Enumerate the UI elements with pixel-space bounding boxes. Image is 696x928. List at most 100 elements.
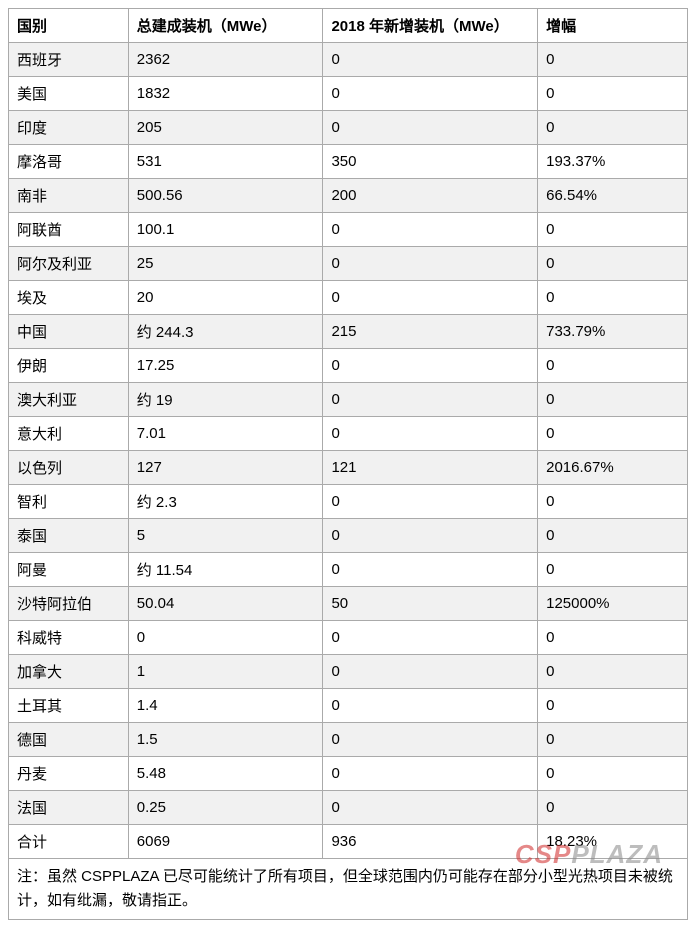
cell-added2018: 0 — [323, 383, 538, 417]
cell-country: 沙特阿拉伯 — [9, 587, 129, 621]
cell-country: 丹麦 — [9, 757, 129, 791]
cell-added2018: 121 — [323, 451, 538, 485]
table-row: 中国约 244.3215733.79% — [9, 315, 688, 349]
cell-country: 意大利 — [9, 417, 129, 451]
cell-total: 1832 — [128, 77, 323, 111]
cell-total: 2362 — [128, 43, 323, 77]
table-row: 沙特阿拉伯50.0450125000% — [9, 587, 688, 621]
cell-total: 17.25 — [128, 349, 323, 383]
cell-country: 中国 — [9, 315, 129, 349]
cell-growth: 0 — [538, 77, 688, 111]
cell-added2018: 215 — [323, 315, 538, 349]
cell-total: 1.5 — [128, 723, 323, 757]
cell-total: 约 244.3 — [128, 315, 323, 349]
table-row: 澳大利亚约 1900 — [9, 383, 688, 417]
cell-total: 1 — [128, 655, 323, 689]
table-row: 加拿大100 — [9, 655, 688, 689]
cell-country: 南非 — [9, 179, 129, 213]
cell-total: 500.56 — [128, 179, 323, 213]
cell-country: 美国 — [9, 77, 129, 111]
cell-growth: 125000% — [538, 587, 688, 621]
cell-growth: 193.37% — [538, 145, 688, 179]
cell-country: 智利 — [9, 485, 129, 519]
cell-total: 约 2.3 — [128, 485, 323, 519]
cell-growth: 66.54% — [538, 179, 688, 213]
cell-added2018: 50 — [323, 587, 538, 621]
table-row: 法国0.2500 — [9, 791, 688, 825]
cell-country: 阿尔及利亚 — [9, 247, 129, 281]
cell-added2018: 0 — [323, 281, 538, 315]
cell-added2018: 0 — [323, 417, 538, 451]
table-row: 土耳其1.400 — [9, 689, 688, 723]
table-row: 阿曼约 11.5400 — [9, 553, 688, 587]
cell-total: 5.48 — [128, 757, 323, 791]
cell-total: 0.25 — [128, 791, 323, 825]
cell-added2018: 0 — [323, 757, 538, 791]
col-header-total: 总建成装机（MWe） — [128, 9, 323, 43]
table-row: 阿尔及利亚2500 — [9, 247, 688, 281]
cell-total: 25 — [128, 247, 323, 281]
cell-added2018: 0 — [323, 111, 538, 145]
cell-growth: 0 — [538, 485, 688, 519]
cell-country: 印度 — [9, 111, 129, 145]
col-header-added2018: 2018 年新增装机（MWe） — [323, 9, 538, 43]
table-row: 意大利7.0100 — [9, 417, 688, 451]
cell-country: 西班牙 — [9, 43, 129, 77]
cell-country: 摩洛哥 — [9, 145, 129, 179]
cell-added2018: 0 — [323, 553, 538, 587]
table-body: 西班牙236200美国183200印度20500摩洛哥531350193.37%… — [9, 43, 688, 859]
cell-growth: 0 — [538, 689, 688, 723]
cell-total: 205 — [128, 111, 323, 145]
cell-total: 5 — [128, 519, 323, 553]
cell-total: 100.1 — [128, 213, 323, 247]
table-row: 南非500.5620066.54% — [9, 179, 688, 213]
cell-growth: 0 — [538, 621, 688, 655]
table-row: 埃及2000 — [9, 281, 688, 315]
cell-growth: 0 — [538, 723, 688, 757]
cell-country: 合计 — [9, 825, 129, 859]
cell-country: 澳大利亚 — [9, 383, 129, 417]
cell-added2018: 0 — [323, 349, 538, 383]
cell-total: 7.01 — [128, 417, 323, 451]
table-footnote-row: 注：虽然 CSPPLAZA 已尽可能统计了所有项目，但全球范围内仍可能存在部分小… — [9, 859, 688, 920]
cell-added2018: 200 — [323, 179, 538, 213]
cell-added2018: 0 — [323, 723, 538, 757]
cell-country: 法国 — [9, 791, 129, 825]
cell-growth: 2016.67% — [538, 451, 688, 485]
cell-total: 20 — [128, 281, 323, 315]
cell-country: 以色列 — [9, 451, 129, 485]
cell-growth: 0 — [538, 281, 688, 315]
table-row: 西班牙236200 — [9, 43, 688, 77]
cell-country: 加拿大 — [9, 655, 129, 689]
cell-country: 德国 — [9, 723, 129, 757]
table-row: 印度20500 — [9, 111, 688, 145]
cell-added2018: 0 — [323, 77, 538, 111]
cell-growth: 18.23% — [538, 825, 688, 859]
table-row: 摩洛哥531350193.37% — [9, 145, 688, 179]
cell-total: 1.4 — [128, 689, 323, 723]
cell-added2018: 0 — [323, 519, 538, 553]
cell-country: 土耳其 — [9, 689, 129, 723]
cell-added2018: 0 — [323, 689, 538, 723]
cell-growth: 0 — [538, 655, 688, 689]
csp-installed-capacity-table: 国别 总建成装机（MWe） 2018 年新增装机（MWe） 增幅 西班牙2362… — [8, 8, 688, 920]
table-row: 伊朗17.2500 — [9, 349, 688, 383]
cell-growth: 0 — [538, 383, 688, 417]
table-row: 合计606993618.23% — [9, 825, 688, 859]
cell-total: 约 11.54 — [128, 553, 323, 587]
cell-growth: 0 — [538, 417, 688, 451]
cell-country: 阿曼 — [9, 553, 129, 587]
cell-total: 约 19 — [128, 383, 323, 417]
cell-total: 127 — [128, 451, 323, 485]
cell-growth: 0 — [538, 213, 688, 247]
cell-country: 阿联酋 — [9, 213, 129, 247]
cell-growth: 0 — [538, 111, 688, 145]
table-row: 丹麦5.4800 — [9, 757, 688, 791]
cell-added2018: 0 — [323, 247, 538, 281]
table-row: 美国183200 — [9, 77, 688, 111]
cell-growth: 0 — [538, 519, 688, 553]
table-row: 德国1.500 — [9, 723, 688, 757]
cell-total: 0 — [128, 621, 323, 655]
cell-added2018: 936 — [323, 825, 538, 859]
table-row: 智利约 2.300 — [9, 485, 688, 519]
